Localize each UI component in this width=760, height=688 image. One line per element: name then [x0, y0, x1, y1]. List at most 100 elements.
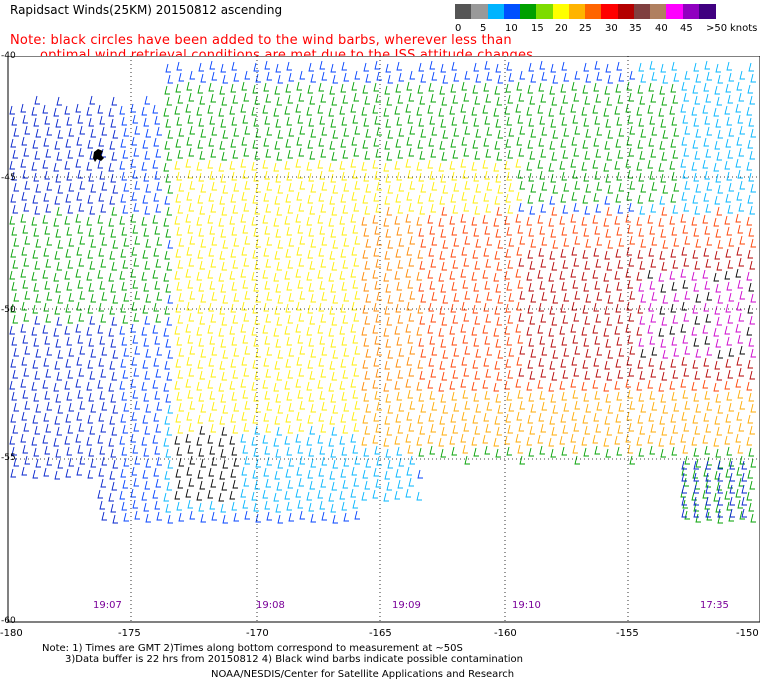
wind-barb — [108, 107, 114, 117]
wind-barb — [549, 195, 555, 205]
wind-barb — [417, 194, 423, 204]
lon-label-180: -180 — [0, 628, 23, 639]
wind-barb — [640, 348, 646, 358]
wind-barb — [660, 283, 666, 293]
wind-barb — [132, 389, 138, 399]
wind-barb — [199, 315, 205, 325]
wind-barb — [218, 382, 224, 392]
wind-barb — [286, 171, 292, 181]
wind-barb — [265, 478, 271, 488]
wind-barb — [651, 236, 657, 246]
wind-barb — [68, 127, 74, 137]
wind-barb — [651, 126, 657, 136]
wind-barb — [132, 499, 138, 509]
wind-barb — [583, 172, 589, 182]
wind-barb — [306, 271, 312, 281]
wind-barb — [373, 357, 379, 367]
wind-barb — [384, 415, 390, 425]
wind-barb — [548, 437, 554, 447]
wind-barb — [650, 368, 656, 378]
wind-barb — [461, 191, 467, 201]
wind-barb — [573, 92, 579, 102]
wind-barb — [296, 136, 302, 146]
wind-barb — [482, 324, 488, 334]
wind-barb — [108, 217, 114, 227]
wind-barb — [287, 314, 293, 324]
wind-barb — [277, 514, 283, 524]
wind-barb — [34, 150, 40, 160]
wind-barb — [111, 206, 117, 216]
wind-barb — [692, 414, 698, 424]
wind-barb — [308, 337, 314, 347]
wind-barb — [387, 404, 393, 414]
wind-barb — [472, 249, 478, 259]
wind-barb — [418, 392, 424, 402]
wind-barb — [264, 445, 270, 455]
wind-barb — [728, 347, 734, 357]
wind-barb — [614, 435, 620, 445]
wind-barb — [648, 137, 654, 147]
wind-barb — [594, 335, 600, 345]
legend-swatch — [568, 4, 586, 19]
wind-barb — [625, 213, 631, 223]
wind-barb — [152, 324, 158, 334]
wind-barb — [144, 425, 150, 435]
wind-barb — [90, 403, 96, 413]
wind-barb — [705, 93, 711, 103]
wind-barb — [693, 447, 699, 457]
wind-barb — [296, 466, 302, 476]
wind-barb — [549, 415, 555, 425]
wind-barb — [177, 94, 183, 104]
wind-barb — [438, 217, 444, 227]
wind-barb — [167, 129, 173, 139]
wind-barb — [384, 470, 390, 480]
wind-barb — [737, 389, 743, 399]
wind-barb — [669, 215, 675, 225]
wind-barb — [386, 151, 392, 161]
wind-barb — [119, 490, 125, 500]
wind-barb — [526, 326, 532, 336]
wind-barb — [154, 170, 160, 180]
wind-barb — [86, 326, 92, 336]
wind-barb — [636, 326, 642, 336]
wind-barb — [747, 304, 753, 314]
wind-barb — [472, 139, 478, 149]
wind-barb — [683, 202, 689, 212]
wind-barb — [253, 282, 259, 292]
wind-barb — [573, 257, 579, 267]
wind-barb — [210, 93, 216, 103]
wind-barb — [331, 426, 337, 436]
wind-barb — [196, 381, 202, 391]
wind-barb — [174, 270, 180, 280]
wind-barb — [658, 382, 664, 392]
wind-barb — [200, 458, 206, 468]
wind-barb — [681, 460, 687, 470]
wind-barb — [373, 137, 379, 147]
wind-barb — [604, 140, 610, 150]
wind-barb — [352, 279, 358, 289]
wind-barb — [134, 345, 140, 355]
wind-barb — [517, 279, 523, 289]
wind-barb — [383, 217, 389, 227]
wind-barb — [307, 249, 313, 259]
wind-barb — [75, 268, 81, 278]
wind-barb — [189, 235, 195, 245]
wind-barb — [527, 304, 533, 314]
wind-barb — [372, 434, 378, 444]
wind-barb — [519, 290, 525, 300]
wind-barb — [321, 401, 327, 411]
wind-barb — [332, 239, 338, 249]
wind-barb — [219, 360, 225, 370]
wind-barb — [21, 246, 27, 256]
wind-barb — [152, 214, 158, 224]
wind-barb — [54, 140, 60, 150]
wind-barb — [220, 228, 226, 238]
wind-barb — [474, 260, 480, 270]
wind-barb — [695, 403, 701, 413]
wind-barb — [418, 447, 424, 457]
wind-barb — [340, 468, 346, 478]
wind-barb — [375, 478, 381, 488]
wind-barb — [218, 272, 224, 282]
wind-barb — [45, 148, 51, 158]
wind-barb — [97, 489, 103, 499]
